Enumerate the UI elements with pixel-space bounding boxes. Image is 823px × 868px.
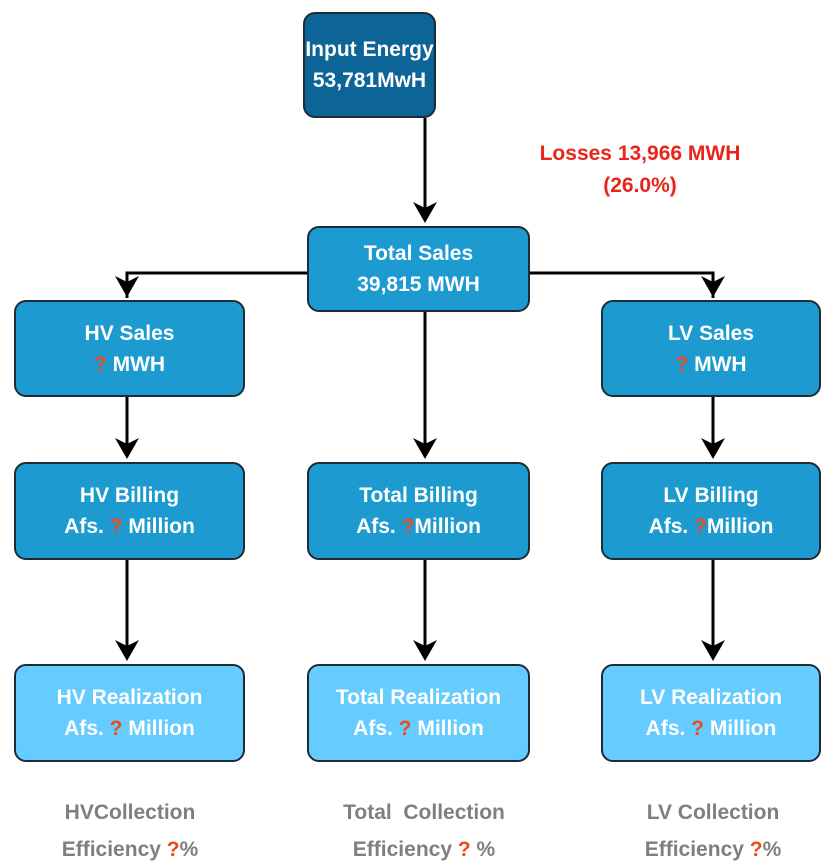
text-line: Afs. ? Million <box>646 713 777 744</box>
text-line: ? MWH <box>675 349 746 380</box>
label-text: LV Sales <box>668 321 754 345</box>
label-text: Million <box>706 515 774 538</box>
node-box: HV Realization Afs. ? Million <box>14 664 245 762</box>
label-text: % <box>470 838 496 861</box>
text-line: Afs. ?Million <box>649 511 774 542</box>
label-text: Afs. <box>64 515 110 538</box>
label-text: % <box>762 838 782 861</box>
text-line: Total Sales <box>364 238 473 269</box>
text-line: 53,781MwH <box>313 65 426 96</box>
text-line: Total Realization <box>336 682 501 713</box>
unknown-mark: ? <box>749 838 763 861</box>
efficiency-text: HVCollection Efficiency ?% <box>10 794 250 868</box>
label-text: HV Sales <box>84 321 175 345</box>
unknown-mark: ? <box>401 515 415 538</box>
label-text: Million <box>122 515 195 538</box>
unknown-mark: ? <box>675 352 689 376</box>
label-text: 53,781MwH <box>312 69 427 92</box>
text-line: Afs. ? Million <box>64 713 195 744</box>
label-text: LV Billing <box>663 484 759 507</box>
label-text: LV Realization <box>640 686 782 709</box>
node-box: HV Billing Afs. ? Million <box>14 462 245 560</box>
label-text: 39,815 MWH <box>357 273 480 296</box>
node-box: LV Realization Afs. ? Million <box>601 664 821 762</box>
text-line: (26.0%) <box>603 174 677 197</box>
node-box: Input Energy 53,781MwH <box>303 12 436 118</box>
label-text: MWH <box>106 352 166 376</box>
label-text: Input Energy <box>305 38 434 61</box>
label-text: Afs. <box>356 515 402 538</box>
label-text: Afs. <box>648 515 695 538</box>
unknown-mark: ? <box>109 515 123 538</box>
unknown-mark: ? <box>166 838 180 861</box>
text-line: LV Sales <box>668 318 754 349</box>
text-line: Afs. ? Million <box>353 713 484 744</box>
label-text: Million <box>122 717 195 740</box>
text-line: 39,815 MWH <box>357 269 480 300</box>
text-line: HV Realization <box>57 682 203 713</box>
label-text: Total Realization <box>335 686 502 709</box>
label-text: Efficiency <box>61 838 167 861</box>
unknown-mark: ? <box>398 717 412 740</box>
efficiency-text: Total Collection Efficiency ? % <box>304 794 544 868</box>
text-line: ? MWH <box>94 349 165 380</box>
text-line: HV Sales <box>85 318 175 349</box>
label-text: LV Collection <box>646 801 780 824</box>
unknown-mark: ? <box>694 515 707 538</box>
label-text: Afs. <box>64 717 110 740</box>
node-box: Total Billing Afs. ?Million <box>307 462 530 560</box>
label-text: Efficiency <box>644 838 750 861</box>
unknown-mark: ? <box>109 717 123 740</box>
label-text: MWH <box>688 352 747 376</box>
unknown-mark: ? <box>457 838 471 861</box>
unknown-mark: ? <box>691 717 704 740</box>
label-text: Million <box>414 515 481 538</box>
label-text: Million <box>411 717 484 740</box>
text-line: HVCollection <box>10 794 250 831</box>
label-text: HV Realization <box>56 686 203 709</box>
text-line: Efficiency ?% <box>593 831 823 868</box>
label-text: Million <box>704 717 777 740</box>
label-text: Total Sales <box>363 242 474 265</box>
efficiency-text: LV Collection Efficiency ?% <box>593 794 823 868</box>
unknown-mark: ? <box>93 352 107 376</box>
text-line: Efficiency ? % <box>304 831 544 868</box>
label-text: Total Collection <box>343 801 505 824</box>
text-line: HV Billing <box>80 480 179 511</box>
label-text: Afs. <box>353 717 399 740</box>
text-line: Afs. ? Million <box>64 511 195 542</box>
label-text: Total Billing <box>359 484 478 507</box>
node-box: Total Sales 39,815 MWH <box>307 226 530 312</box>
node-box: LV Billing Afs. ?Million <box>601 462 821 560</box>
text-line: LV Collection <box>593 794 823 831</box>
label-text: HV Billing <box>79 484 180 507</box>
text-line: LV Realization <box>640 682 782 713</box>
label-text: % <box>179 838 199 861</box>
node-box: LV Sales? MWH <box>601 300 821 397</box>
text-line: Losses 13,966 MWH <box>539 142 741 165</box>
label-text: Afs. <box>645 717 692 740</box>
losses-text: Losses 13,966 MWH (26.0%) <box>490 138 790 202</box>
label-text: HVCollection <box>64 801 196 824</box>
text-line: Input Energy <box>305 34 433 65</box>
node-box: HV Sales? MWH <box>14 300 245 397</box>
text-line: Afs. ?Million <box>356 511 481 542</box>
text-line: Total Collection <box>304 794 544 831</box>
text-line: Total Billing <box>359 480 478 511</box>
node-box: Total Realization Afs. ? Million <box>307 664 530 762</box>
text-line: Efficiency ?% <box>10 831 250 868</box>
label-text: Efficiency <box>352 838 458 861</box>
text-line: LV Billing <box>663 480 758 511</box>
